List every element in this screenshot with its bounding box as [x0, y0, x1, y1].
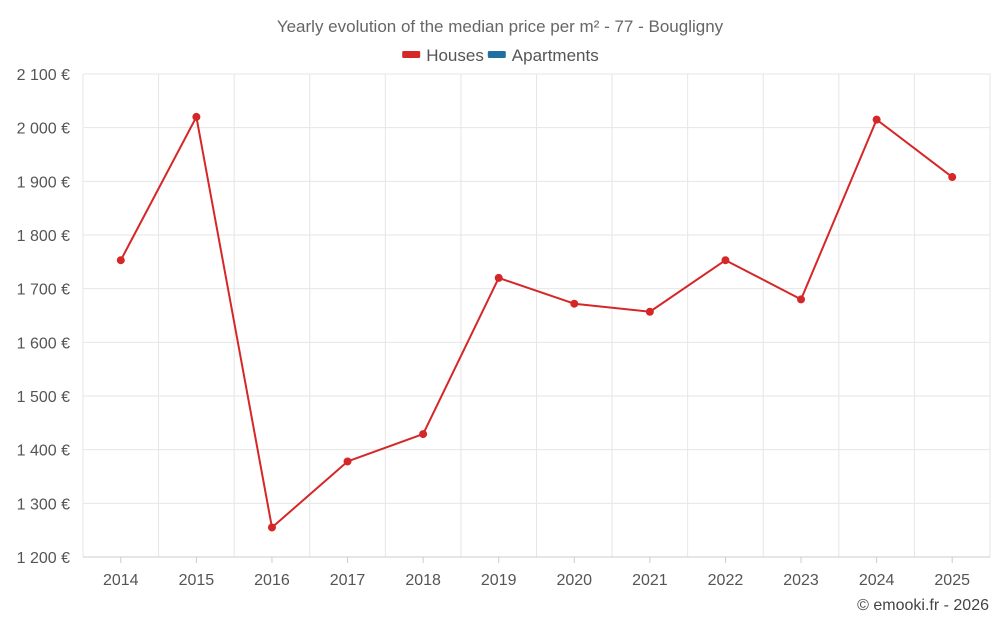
credit-text: © emooki.fr - 2026 [857, 597, 989, 614]
y-tick-label: 1 200 € [17, 550, 70, 567]
data-point-2024 [872, 115, 881, 124]
y-axis: 1 200 € 1 300 € 1 400 € 1 500 € 1 600 € 1 700… [17, 67, 70, 567]
data-point-2022 [721, 256, 730, 265]
x-tick-label: 2018 [405, 572, 441, 589]
data-point-2025 [948, 173, 957, 182]
data-point-2015 [192, 112, 201, 121]
legend: Houses Apartments [402, 46, 599, 65]
y-tick-label: 1 800 € [17, 228, 70, 245]
data-point-2021 [645, 307, 654, 316]
x-tick-label: 2021 [632, 572, 668, 589]
y-tick-label: 1 400 € [17, 443, 70, 460]
y-tick-label: 1 600 € [17, 335, 70, 352]
data-point-2019 [494, 273, 503, 282]
x-tick-label: 2020 [556, 572, 592, 589]
y-tick-label: 1 700 € [17, 282, 70, 299]
x-tick-label: 2014 [103, 572, 139, 589]
x-tick-label: 2017 [330, 572, 366, 589]
x-tick-label: 2024 [859, 572, 895, 589]
data-point-2016 [267, 523, 276, 532]
grid [82, 73, 991, 557]
data-point-2017 [343, 457, 352, 466]
y-tick-label: 1 900 € [17, 174, 70, 191]
chart-title: Yearly evolution of the median price per… [277, 17, 724, 36]
x-tick-label: 2016 [254, 572, 290, 589]
legend-swatch-apartments [487, 51, 506, 58]
data-point-2023 [797, 295, 806, 304]
y-tick-label: 2 100 € [17, 67, 70, 84]
legend-label-apartments: Apartments [512, 46, 599, 65]
x-tick-label: 2019 [481, 572, 517, 589]
y-tick-label: 1 500 € [17, 389, 70, 406]
y-tick-label: 2 000 € [17, 121, 70, 138]
x-tick-label: 2022 [708, 572, 744, 589]
legend-swatch-houses [402, 51, 421, 58]
series-line-houses [119, 115, 953, 529]
y-tick-label: 1 300 € [17, 496, 70, 513]
data-point-2014 [116, 256, 125, 265]
x-axis: 2014 2015 2016 2017 2018 2019 2020 2021 2022 2023… [83, 556, 990, 589]
x-tick-label: 2025 [934, 572, 970, 589]
series-layer [116, 112, 957, 532]
x-tick-label: 2023 [783, 572, 819, 589]
data-point-2018 [419, 430, 428, 439]
data-point-2020 [570, 299, 579, 308]
x-tick-label: 2015 [179, 572, 215, 589]
legend-label-houses: Houses [426, 46, 484, 65]
